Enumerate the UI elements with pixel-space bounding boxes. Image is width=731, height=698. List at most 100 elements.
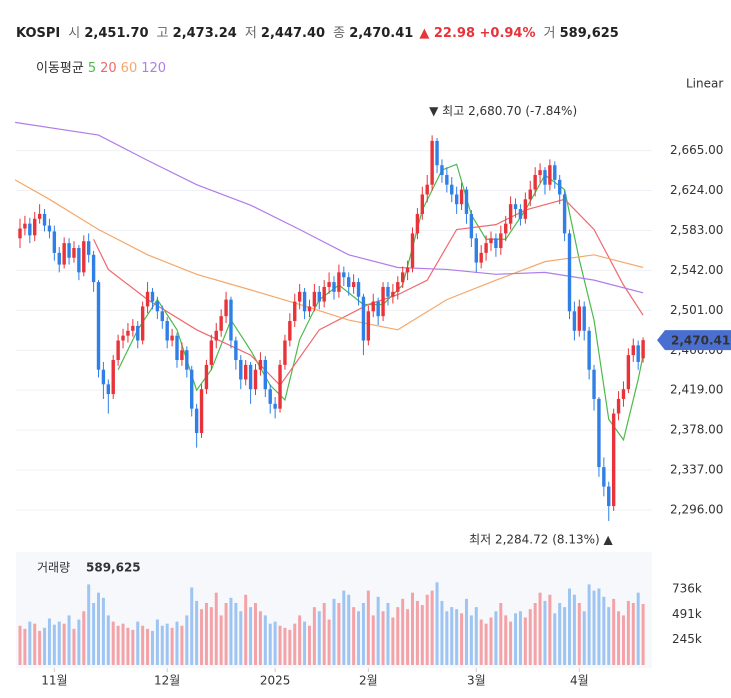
candle-body bbox=[160, 311, 164, 322]
candle-body bbox=[543, 170, 547, 185]
volume-bar bbox=[278, 625, 282, 665]
y-tick-label: 2,296.00 bbox=[670, 502, 723, 516]
x-tick-label: 3월 bbox=[467, 674, 486, 688]
candle-body bbox=[126, 330, 130, 336]
volume-bar bbox=[263, 615, 267, 665]
candle-body bbox=[435, 140, 439, 166]
volume-bar bbox=[18, 625, 22, 665]
candle-body bbox=[23, 223, 27, 229]
volume-bar bbox=[386, 603, 390, 665]
candle-body bbox=[420, 194, 425, 214]
candle-body bbox=[523, 199, 528, 219]
volume-bar bbox=[455, 609, 459, 665]
volume-bar bbox=[440, 600, 444, 665]
volume-bar bbox=[28, 621, 32, 665]
candle-body bbox=[145, 291, 150, 307]
candle-body bbox=[209, 340, 214, 365]
volume-bar bbox=[224, 603, 228, 665]
volume-bar bbox=[288, 629, 292, 665]
candle-body bbox=[194, 408, 199, 434]
volume-bar bbox=[464, 598, 468, 665]
volume-bar bbox=[479, 619, 483, 665]
candle-body bbox=[494, 238, 498, 249]
candle-body bbox=[508, 204, 513, 224]
candle-body bbox=[72, 248, 76, 258]
candle-body bbox=[229, 299, 233, 341]
volume-bar bbox=[494, 611, 498, 665]
volume-bar bbox=[420, 605, 424, 665]
volume-tick-label: 736k bbox=[672, 581, 702, 595]
volume-bar bbox=[33, 623, 37, 665]
candle-body bbox=[479, 252, 483, 263]
volume-bar bbox=[626, 600, 630, 665]
candle-body bbox=[258, 359, 263, 370]
volume-bar bbox=[592, 590, 596, 665]
candle-body bbox=[33, 218, 37, 236]
candle-body bbox=[592, 369, 596, 399]
fields: 시 2,451.70 고 2,473.24 저 2,447.40 종 2,470.41 bbox=[60, 26, 413, 41]
candle-body bbox=[18, 228, 22, 239]
volume-bar bbox=[425, 594, 429, 665]
volume-bar bbox=[273, 621, 277, 665]
candle-body bbox=[67, 243, 71, 258]
volume-bar bbox=[514, 613, 518, 665]
candle-body bbox=[131, 325, 135, 331]
volume-bar bbox=[239, 611, 243, 665]
volume-bar bbox=[582, 611, 586, 665]
candle-body bbox=[86, 241, 91, 255]
candle-body bbox=[567, 233, 572, 312]
x-tick-label: 4월 bbox=[570, 674, 589, 688]
volume-title: 거래량 bbox=[37, 561, 70, 575]
volume-bar bbox=[190, 587, 194, 665]
field-value: 589,625 bbox=[559, 26, 619, 41]
candle-body bbox=[499, 233, 503, 249]
volume-bar bbox=[293, 623, 297, 665]
candle-body bbox=[307, 306, 312, 312]
volume-bar bbox=[141, 625, 145, 665]
volume-bar bbox=[469, 615, 473, 665]
y-tick-label: 2,583.00 bbox=[670, 223, 723, 237]
candle-body bbox=[42, 213, 47, 226]
legend-entry: 120 bbox=[141, 61, 167, 76]
volume-bar bbox=[23, 628, 27, 665]
candle-body bbox=[101, 369, 106, 385]
volume-bar bbox=[219, 615, 223, 665]
y-tick-label: 2,419.00 bbox=[670, 383, 723, 397]
candle-body bbox=[400, 272, 405, 283]
candle-body bbox=[430, 140, 434, 185]
volume-bar bbox=[563, 607, 567, 665]
candle-body bbox=[538, 170, 542, 175]
field-label: 시 bbox=[68, 26, 81, 41]
candle-body bbox=[214, 330, 218, 341]
volume-bar bbox=[347, 594, 351, 665]
volume-bar bbox=[617, 611, 621, 665]
volume-bar bbox=[577, 603, 581, 665]
volume-bar bbox=[460, 613, 464, 665]
candle-body bbox=[577, 306, 582, 331]
volume-bar bbox=[523, 617, 527, 665]
volume-bar bbox=[391, 617, 395, 665]
volume-bar bbox=[170, 627, 174, 665]
volume-bar bbox=[146, 628, 150, 665]
candle-body bbox=[528, 189, 532, 200]
volume-bar bbox=[641, 604, 645, 665]
volume-bar bbox=[504, 615, 508, 665]
field-label: 종 bbox=[333, 26, 346, 41]
volume-bar bbox=[597, 588, 601, 665]
candle-body bbox=[454, 194, 459, 205]
volume-bar bbox=[209, 607, 213, 665]
candle-body bbox=[616, 398, 621, 414]
candle-body bbox=[611, 413, 616, 507]
candle-body bbox=[351, 282, 356, 287]
candle-body bbox=[621, 389, 626, 399]
volume-bar bbox=[548, 594, 552, 665]
x-tick-label: 2025 bbox=[260, 674, 291, 688]
candle-body bbox=[425, 184, 429, 195]
candle-body bbox=[116, 340, 120, 360]
candle-body bbox=[268, 389, 272, 404]
volume-bar bbox=[283, 627, 287, 665]
candle-body bbox=[302, 291, 307, 312]
candle-body bbox=[239, 359, 243, 380]
candle-body bbox=[587, 330, 591, 370]
